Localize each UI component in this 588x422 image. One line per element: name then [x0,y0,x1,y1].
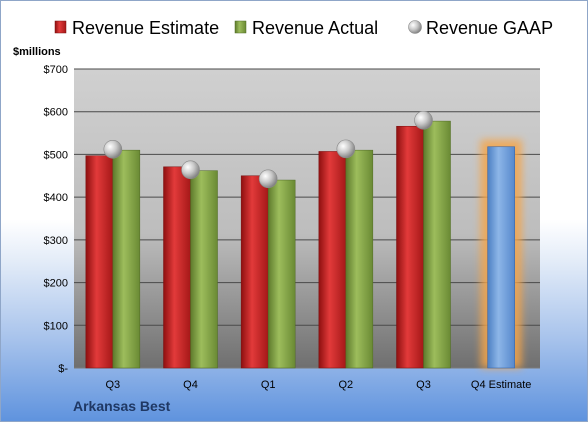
x-tick-label: Q2 [338,379,353,391]
bar-forecast [487,146,515,369]
y-tick-label: $700 [44,64,68,76]
company-name: Arkansas Best [73,398,171,414]
y-tick-label: $600 [44,107,68,119]
y-tick-label: $200 [44,278,68,290]
bar-revenue-estimate [240,175,269,369]
bar-revenue-actual [267,179,296,369]
marker-revenue-gaap [414,110,433,130]
marker-revenue-gaap [258,169,278,189]
bar-revenue-actual [190,170,218,369]
bar-revenue-estimate [163,166,191,369]
y-tick-label: $400 [44,192,68,204]
bar-revenue-actual [112,149,141,369]
legend-swatch [54,20,67,34]
x-tick-label: Q1 [261,379,276,391]
x-tick-label: Q4 Estimate [471,379,532,391]
legend-swatch [234,20,247,34]
bar-revenue-estimate [318,151,347,369]
y-tick-label: $500 [44,149,68,161]
y-unit-label: $millions [13,46,61,58]
y-tick-label: $300 [44,235,68,247]
y-tick-label: $100 [44,320,68,332]
bar-revenue-estimate [396,125,424,369]
x-tick-label: Q4 [183,379,198,391]
legend-label: Revenue Actual [252,18,378,38]
bar-revenue-actual [423,120,451,369]
legend-label: Revenue Estimate [72,18,219,38]
x-tick-label: Q3 [416,379,431,391]
y-tick-label: $- [58,363,68,375]
marker-revenue-gaap [181,160,200,180]
bar-revenue-actual [345,149,374,369]
marker-revenue-gaap [336,139,356,159]
marker-revenue-gaap [103,140,123,159]
plot-area [74,69,540,368]
bar-revenue-estimate [85,155,114,369]
x-tick-label: Q3 [105,379,120,391]
legend-swatch [408,20,422,34]
legend-label: Revenue GAAP [426,18,553,38]
